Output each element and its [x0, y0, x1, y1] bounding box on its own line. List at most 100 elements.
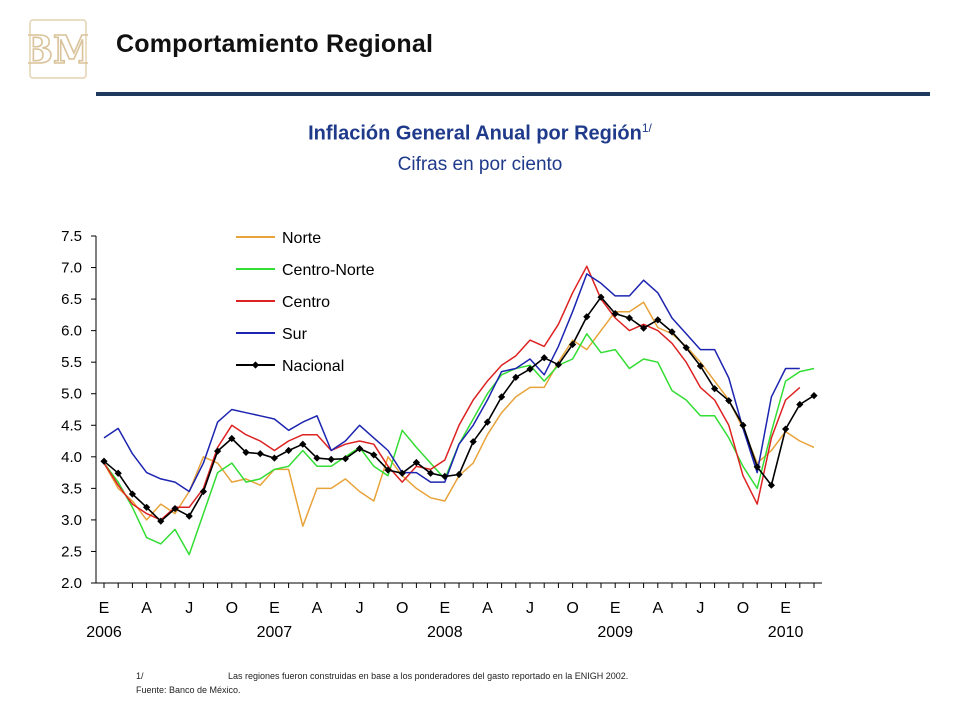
page-title: Comportamiento Regional: [116, 30, 434, 58]
data-point: [611, 310, 619, 318]
data-point: [100, 457, 108, 465]
data-point: [625, 314, 633, 322]
data-point: [668, 328, 676, 336]
x-tick-label: J: [185, 600, 193, 617]
data-point: [427, 469, 435, 477]
chart-series: [100, 265, 818, 556]
x-tick-label: E: [269, 600, 280, 617]
legend-marker: [251, 361, 260, 369]
data-point: [498, 393, 506, 401]
y-tick-label: 7.5: [61, 228, 82, 245]
chart-subtitle: Cifras en por ciento: [397, 154, 563, 175]
data-point: [483, 418, 491, 426]
data-point: [512, 373, 520, 381]
legend-label: Centro: [282, 294, 330, 311]
chart-title-footnote-mark: 1/: [641, 121, 652, 135]
y-tick-label: 2.0: [61, 575, 82, 592]
data-point: [782, 425, 790, 433]
data-point: [398, 469, 406, 477]
data-point: [313, 454, 321, 462]
x-year-label: 2007: [257, 624, 293, 641]
chart-legend: Norte Centro-Norte Centro Sur Nacional: [236, 230, 375, 375]
header-divider: [96, 92, 930, 96]
series-line-centro: [103, 265, 801, 521]
data-point: [185, 512, 193, 520]
data-point: [540, 354, 548, 362]
data-point: [654, 316, 662, 324]
legend-label: Norte: [282, 230, 321, 247]
data-point: [526, 365, 534, 373]
data-point: [270, 454, 278, 462]
y-tick-label: 3.0: [61, 512, 82, 529]
data-point: [285, 446, 293, 455]
data-point: [370, 451, 378, 459]
legend-label: Nacional: [282, 358, 344, 375]
data-point: [796, 400, 804, 409]
y-tick-label: 4.0: [61, 449, 82, 466]
x-tick-label: O: [566, 600, 578, 617]
data-point: [384, 466, 392, 474]
data-point: [242, 448, 250, 457]
data-point: [711, 385, 719, 393]
data-point: [682, 344, 690, 352]
y-tick-label: 7.0: [61, 260, 82, 277]
x-tick-label: A: [141, 600, 152, 617]
data-point: [114, 469, 122, 477]
data-point: [299, 440, 307, 448]
data-point: [739, 421, 747, 429]
data-point: [441, 472, 449, 480]
x-tick-label: O: [737, 600, 749, 617]
footnote-mark: 1/: [136, 671, 144, 681]
y-tick-label: 6.0: [61, 323, 82, 340]
data-point: [767, 481, 775, 489]
footnotes: 1/Las regiones fueron construidas en bas…: [136, 669, 628, 697]
data-point: [143, 503, 151, 511]
data-point: [128, 490, 136, 498]
data-point: [327, 455, 335, 463]
x-tick-label: E: [439, 600, 450, 617]
chart-title-text: Inflación General Anual por Región: [308, 122, 642, 145]
x-year-label: 2008: [427, 624, 463, 641]
x-tick-label: O: [226, 600, 238, 617]
data-point: [256, 450, 264, 458]
y-tick-label: 3.5: [61, 480, 82, 497]
y-tick-label: 4.5: [61, 417, 82, 434]
legend-label: Centro-Norte: [282, 262, 375, 279]
data-point: [214, 447, 222, 455]
x-tick-label: J: [696, 600, 704, 617]
x-tick-label: A: [312, 600, 323, 617]
data-point: [171, 504, 179, 513]
x-year-label: 2006: [86, 624, 122, 641]
data-point: [412, 458, 420, 467]
x-tick-label: A: [652, 600, 663, 617]
x-tick-label: E: [99, 600, 110, 617]
data-point: [810, 392, 818, 400]
chart-title: Inflación General Anual por Región1/: [0, 121, 960, 146]
data-point: [455, 470, 463, 479]
data-point: [469, 438, 477, 446]
series-line-nacional: [103, 296, 815, 523]
data-point: [569, 340, 577, 349]
data-point: [753, 463, 761, 471]
data-point: [157, 517, 165, 525]
data-point: [199, 487, 207, 496]
svg-text:BM: BM: [28, 27, 88, 72]
data-point: [597, 293, 605, 301]
data-point: [583, 313, 591, 321]
data-point: [341, 455, 349, 463]
data-point: [228, 434, 236, 443]
data-point: [725, 397, 733, 405]
x-tick-label: E: [780, 600, 791, 617]
y-tick-label: 2.5: [61, 543, 82, 560]
data-point: [356, 445, 364, 453]
data-point: [554, 361, 562, 369]
x-tick-label: O: [396, 600, 408, 617]
series-line-sur: [103, 273, 800, 493]
data-point: [696, 362, 704, 370]
y-tick-label: 5.0: [61, 386, 82, 403]
footnote-text: Las regiones fueron construidas en base …: [228, 671, 629, 681]
y-tick-label: 5.5: [61, 354, 82, 371]
data-point: [640, 324, 648, 332]
x-tick-label: J: [526, 600, 534, 617]
